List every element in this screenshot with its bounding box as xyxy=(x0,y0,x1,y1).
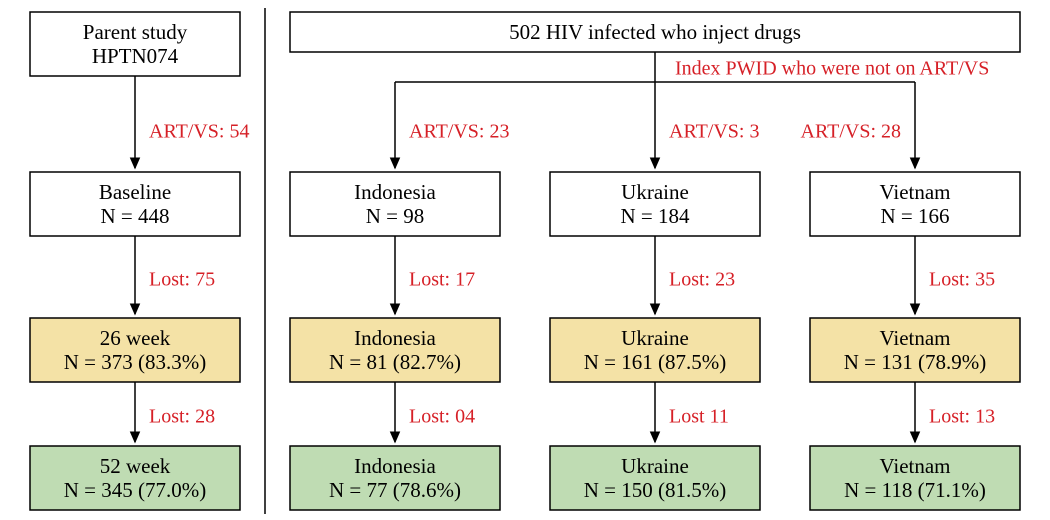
row2-line1-vietnam: Vietnam xyxy=(879,180,950,204)
row4-line1-vietnam: Vietnam xyxy=(879,454,950,478)
row2-line1-overall: Baseline xyxy=(99,180,171,204)
filter-note: Index PWID who were not on ART/VS xyxy=(675,58,989,80)
row3-line1-indonesia: Indonesia xyxy=(354,326,436,350)
row3-line2-indonesia: N = 81 (82.7%) xyxy=(329,350,461,374)
artvs-ukraine: ART/VS: 3 xyxy=(669,121,759,143)
lost2-indonesia: Lost: 04 xyxy=(409,406,475,428)
artvs-indonesia: ART/VS: 23 xyxy=(409,121,509,143)
flowchart-root: Parent studyHPTN074 502 HIV infected who … xyxy=(0,0,1050,520)
row2-line2-indonesia: N = 98 xyxy=(366,204,425,228)
row4-line1-overall: 52 week xyxy=(100,454,171,478)
row4-line1-ukraine: Ukraine xyxy=(621,454,689,478)
row3-line1-ukraine: Ukraine xyxy=(621,326,689,350)
row4-line2-overall: N = 345 (77.0%) xyxy=(64,478,207,502)
lost1-indonesia: Lost: 17 xyxy=(409,269,475,291)
row3-line1-overall: 26 week xyxy=(100,326,171,350)
lost1-overall: Lost: 75 xyxy=(149,269,215,291)
row3-line1-vietnam: Vietnam xyxy=(879,326,950,350)
lost2-ukraine: Lost 11 xyxy=(669,406,729,428)
parent-study-line2: HPTN074 xyxy=(92,44,179,68)
lost2-vietnam: Lost: 13 xyxy=(929,406,995,428)
artvs-vietnam: ART/VS: 28 xyxy=(801,121,901,143)
row2-line1-indonesia: Indonesia xyxy=(354,180,436,204)
top-header-text: 502 HIV infected who inject drugs xyxy=(509,20,801,44)
parent-study-line1: Parent study xyxy=(83,20,188,44)
row4-line1-indonesia: Indonesia xyxy=(354,454,436,478)
row2-line2-overall: N = 448 xyxy=(100,204,169,228)
row4-line2-indonesia: N = 77 (78.6%) xyxy=(329,478,461,502)
row2-line2-vietnam: N = 166 xyxy=(880,204,949,228)
row3-line2-vietnam: N = 131 (78.9%) xyxy=(844,350,987,374)
row2-line1-ukraine: Ukraine xyxy=(621,180,689,204)
row4-line2-ukraine: N = 150 (81.5%) xyxy=(584,478,727,502)
lost1-vietnam: Lost: 35 xyxy=(929,269,995,291)
row3-line2-ukraine: N = 161 (87.5%) xyxy=(584,350,727,374)
lost1-ukraine: Lost: 23 xyxy=(669,269,735,291)
row2-line2-ukraine: N = 184 xyxy=(620,204,690,228)
row3-line2-overall: N = 373 (83.3%) xyxy=(64,350,207,374)
lost2-overall: Lost: 28 xyxy=(149,406,215,428)
row4-line2-vietnam: N = 118 (71.1%) xyxy=(844,478,986,502)
artvs-overall: ART/VS: 54 xyxy=(149,121,249,143)
